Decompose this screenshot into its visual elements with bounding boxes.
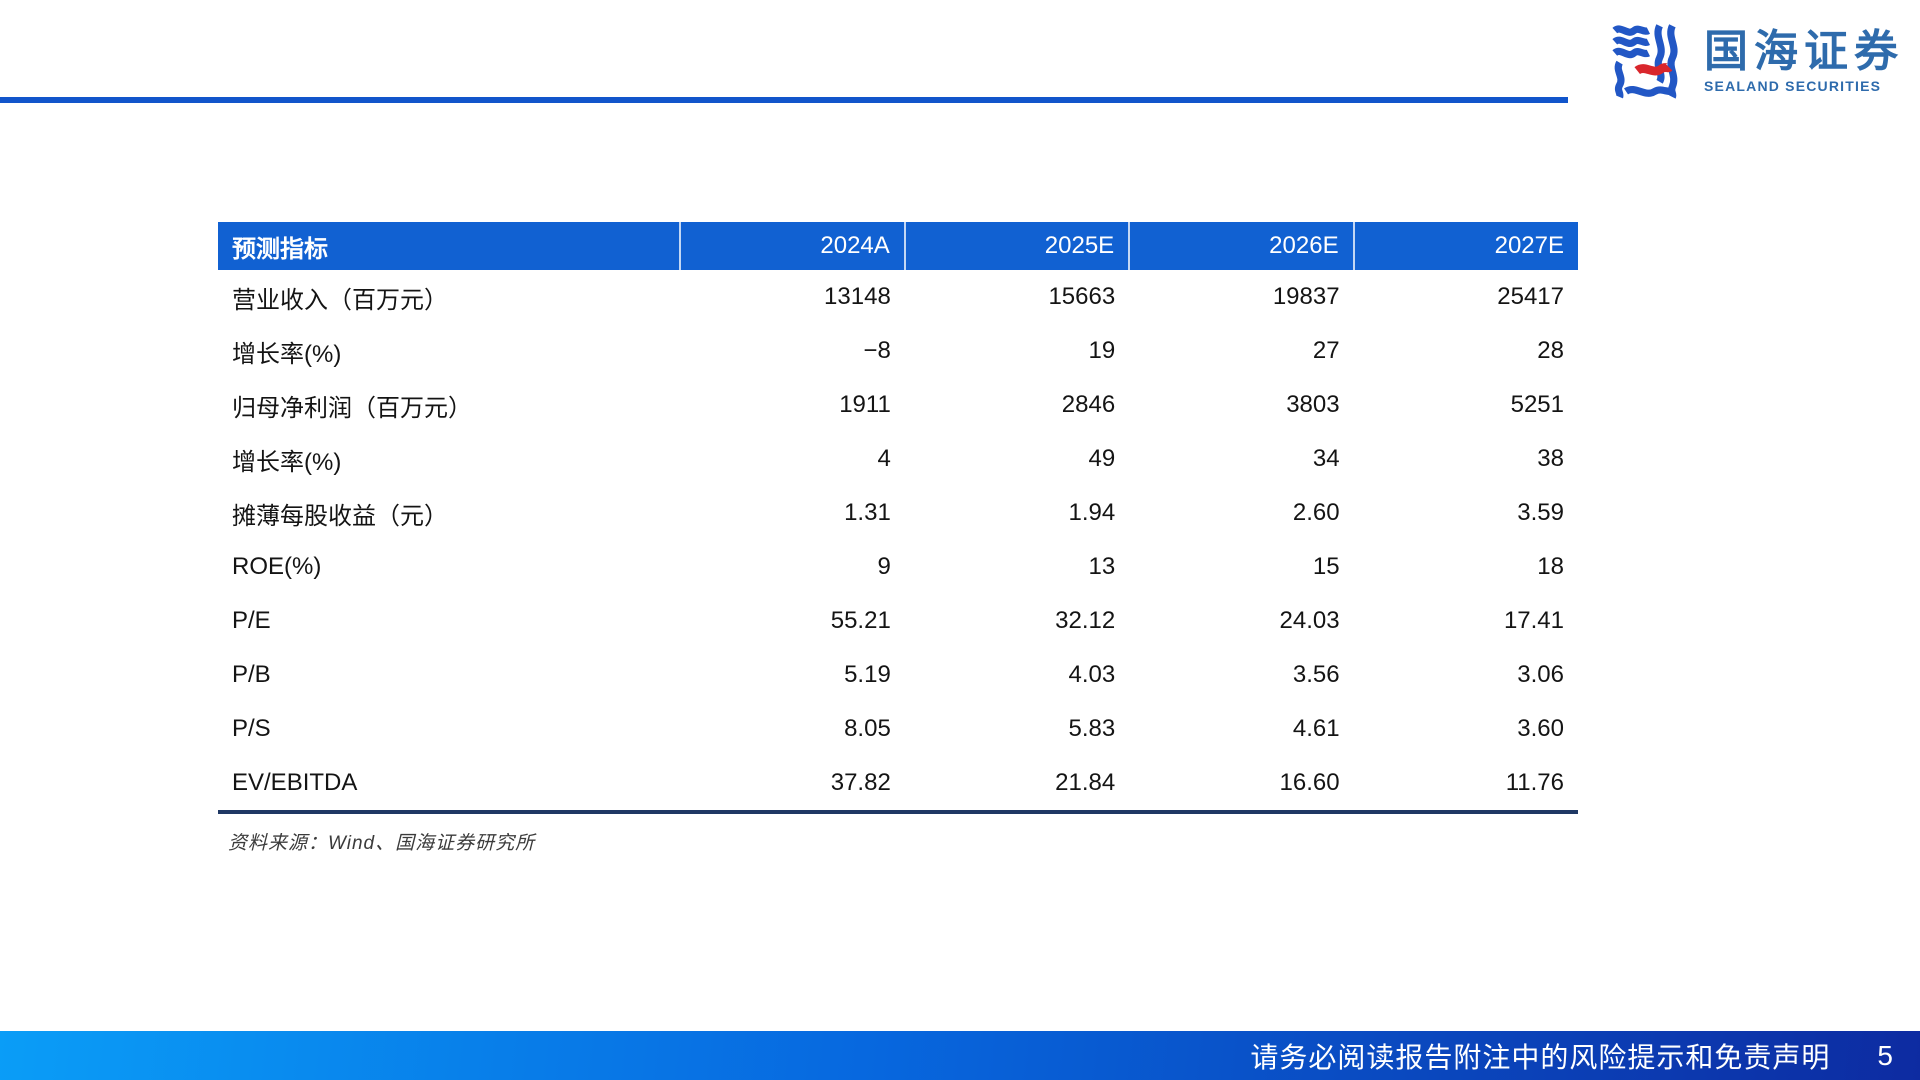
metric-label: P/E (232, 607, 271, 634)
metric-value: 8.05 (844, 715, 891, 742)
metric-label: ROE(%) (232, 553, 322, 580)
metric-value: 27 (1312, 337, 1340, 364)
company-logo: 国海证券 SEALAND SECURITIES (1610, 20, 1904, 102)
metric-value: 4.03 (1068, 661, 1116, 688)
footer-disclaimer: 请务必阅读报告附注中的风险提示和免责声明 (1250, 1041, 1831, 1073)
forecast-table-container: 预测指标 2024A 2025E 2026E 2027E 营业收入（百万元） 1… (218, 222, 1578, 814)
sealand-logo-icon (1612, 24, 1678, 99)
metric-value: 3.59 (1517, 499, 1564, 526)
column-header-2024a: 2024A (679, 222, 905, 270)
metric-value: 21.84 (1055, 769, 1116, 796)
table-row-net-profit: 归母净利润（百万元） 1911 2846 3803 5251 (218, 378, 1578, 432)
metric-value: 3.60 (1517, 715, 1564, 742)
metric-value: 18 (1537, 553, 1564, 580)
metric-label: 归母净利润（百万元） (232, 394, 472, 422)
metric-value: 19 (1088, 337, 1116, 364)
metric-value: 37.82 (830, 769, 891, 796)
metric-value: 13 (1088, 553, 1116, 580)
metric-label: 摊薄每股收益（元） (232, 502, 448, 530)
metric-value: 17.41 (1503, 607, 1564, 634)
table-row-ps: P/S 8.05 5.83 4.61 3.60 (218, 702, 1578, 756)
source-note: 资料来源：Wind、国海证券研究所 (228, 833, 536, 854)
metric-value: 5251 (1510, 391, 1564, 418)
column-header-2026e: 2026E (1128, 222, 1354, 270)
top-divider-rule (0, 97, 1568, 103)
metric-label: EV/EBITDA (232, 769, 358, 796)
metric-label: 增长率(%) (232, 448, 342, 476)
metric-label: 增长率(%) (232, 340, 342, 368)
metric-value: −8 (863, 337, 891, 364)
column-header-2027e: 2027E (1352, 222, 1578, 270)
table-row-roe: ROE(%) 9 13 15 18 (218, 540, 1578, 594)
metric-value: 1.94 (1068, 499, 1116, 526)
metric-value: 9 (877, 553, 891, 580)
table-row-revenue-growth: 增长率(%) −8 19 27 28 (218, 324, 1578, 378)
forecast-table: 预测指标 2024A 2025E 2026E 2027E 营业收入（百万元） 1… (218, 222, 1578, 814)
metric-value: 38 (1537, 445, 1564, 472)
metric-value: 15663 (1048, 283, 1116, 310)
metric-value: 2846 (1061, 391, 1116, 418)
metric-value: 4 (877, 445, 891, 472)
metric-value: 3.56 (1292, 661, 1340, 688)
logo-company-name-en: SEALAND SECURITIES (1704, 77, 1882, 94)
metric-value: 24.03 (1279, 607, 1340, 634)
table-row-diluted-eps: 摊薄每股收益（元） 1.31 1.94 2.60 3.59 (218, 486, 1578, 540)
metric-value: 5.83 (1068, 715, 1116, 742)
metric-value: 1.31 (844, 499, 891, 526)
metric-value: 2.60 (1292, 499, 1340, 526)
metric-value: 11.76 (1505, 769, 1564, 796)
metric-value: 28 (1537, 337, 1564, 364)
metric-label: P/B (232, 661, 271, 688)
metric-value: 55.21 (830, 607, 891, 634)
logo-company-name-cn: 国海证券 (1704, 27, 1904, 77)
footer-bar: 请务必阅读报告附注中的风险提示和免责声明 5 (0, 1031, 1920, 1080)
table-row-pe: P/E 55.21 32.12 24.03 17.41 (218, 594, 1578, 648)
metric-label: 营业收入（百万元） (232, 286, 448, 314)
metric-label: P/S (232, 715, 271, 742)
metric-value: 3.06 (1517, 661, 1564, 688)
table-header-row: 预测指标 2024A 2025E 2026E 2027E (218, 222, 1578, 270)
metric-value: 49 (1088, 445, 1116, 472)
metric-value: 32.12 (1055, 607, 1116, 634)
table-row-profit-growth: 增长率(%) 4 49 34 38 (218, 432, 1578, 486)
metric-value: 19837 (1272, 283, 1340, 310)
metric-value: 16.60 (1279, 769, 1340, 796)
column-header-2025e: 2025E (903, 222, 1130, 270)
table-row-ev-ebitda: EV/EBITDA 37.82 21.84 16.60 11.76 (218, 756, 1578, 812)
table-row-pb: P/B 5.19 4.03 3.56 3.06 (218, 648, 1578, 702)
logo-text: 国海证券 SEALAND SECURITIES (1704, 27, 1904, 94)
metric-value: 1911 (839, 391, 891, 418)
column-header-metric: 预测指标 (218, 222, 681, 270)
table-row-revenue: 营业收入（百万元） 13148 15663 19837 25417 (218, 270, 1578, 324)
metric-value: 5.19 (844, 661, 891, 688)
metric-value: 13148 (824, 283, 891, 310)
page-number: 5 (1877, 1039, 1893, 1071)
metric-value: 3803 (1286, 391, 1340, 418)
metric-value: 34 (1312, 445, 1340, 472)
metric-value: 25417 (1497, 283, 1564, 310)
metric-value: 15 (1312, 553, 1340, 580)
metric-value: 4.61 (1292, 715, 1340, 742)
